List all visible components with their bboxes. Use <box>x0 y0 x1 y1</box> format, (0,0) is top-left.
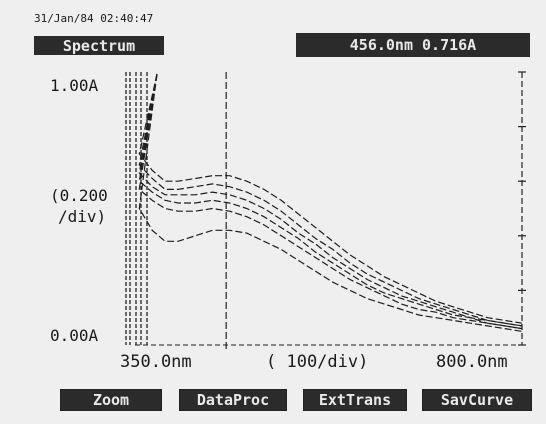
series-line-1 <box>138 73 523 324</box>
dataproc-softkey[interactable]: DataProc <box>179 389 287 411</box>
savcurve-softkey[interactable]: SavCurve <box>422 389 532 411</box>
series-line-3 <box>138 73 523 327</box>
x-max-label: 800.0nm <box>436 352 508 372</box>
y-axis-label-line2: /div) <box>58 207 107 226</box>
y-axis-label-line1: (0.200 <box>50 186 108 205</box>
y-min-label: 0.00A <box>50 326 99 345</box>
series-line-4 <box>138 73 523 330</box>
series-line-6 <box>138 73 523 332</box>
timestamp: 31/Jan/84 02:40:47 <box>34 12 154 25</box>
zoom-softkey[interactable]: Zoom <box>60 389 162 411</box>
y-max-label: 1.00A <box>50 76 99 95</box>
x-min-label: 350.0nm <box>120 352 192 372</box>
cursor-readout: 456.0nm 0.716A <box>296 33 530 57</box>
series-line-2 <box>138 73 523 327</box>
exttrans-softkey[interactable]: ExtTrans <box>303 389 407 411</box>
x-axis-label: ( 100/div) <box>266 352 369 372</box>
series-line-5 <box>138 73 523 330</box>
mode-label: Spectrum <box>34 36 164 55</box>
